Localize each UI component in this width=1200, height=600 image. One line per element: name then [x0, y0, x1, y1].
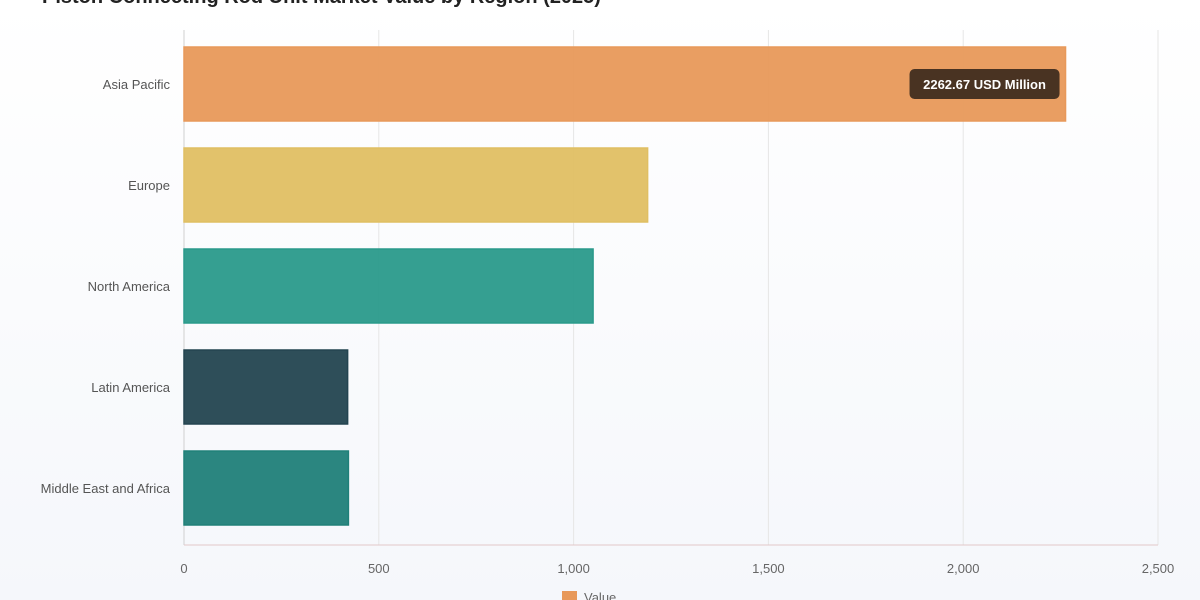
category-label: Middle East and Africa	[41, 481, 171, 496]
x-tick-label: 1,000	[557, 561, 590, 576]
x-tick-label: 0	[180, 561, 187, 576]
x-tick-label: 500	[368, 561, 390, 576]
legend-label: Value	[584, 590, 616, 600]
x-tick-label: 2,500	[1142, 561, 1175, 576]
bar-europe	[183, 147, 649, 223]
category-label: Europe	[128, 178, 170, 193]
legend-swatch	[562, 591, 577, 600]
category-label: Latin America	[91, 380, 171, 395]
category-label: Asia Pacific	[103, 77, 171, 92]
category-label: North America	[88, 279, 171, 294]
x-tick-label: 2,000	[947, 561, 980, 576]
tooltip-text: 2262.67 USD Million	[923, 77, 1046, 92]
bar-north-america	[183, 248, 594, 324]
x-tick-label: 1,500	[752, 561, 785, 576]
bar-latin-america	[183, 349, 349, 425]
bar-middle-east-and-africa	[183, 450, 350, 526]
tooltip-box	[909, 69, 1060, 99]
chart-title: Piston Connecting Rod Unit Market Value …	[42, 0, 601, 9]
